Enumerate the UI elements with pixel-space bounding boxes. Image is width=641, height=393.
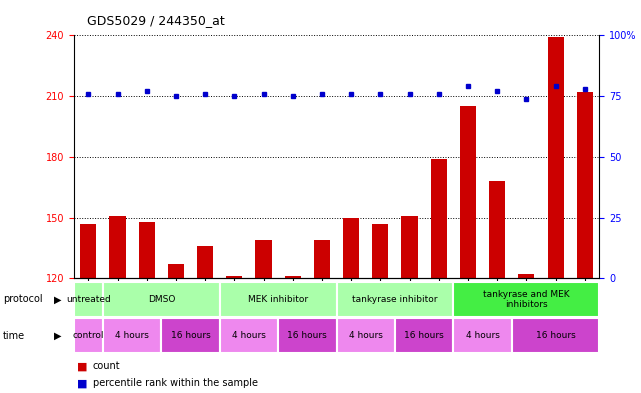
Bar xyxy=(162,318,220,353)
Bar xyxy=(138,222,154,278)
Text: 4 hours: 4 hours xyxy=(115,331,149,340)
Text: percentile rank within the sample: percentile rank within the sample xyxy=(93,378,258,388)
Text: 4 hours: 4 hours xyxy=(349,331,383,340)
Text: untreated: untreated xyxy=(66,295,111,304)
Bar xyxy=(577,92,593,278)
Text: time: time xyxy=(3,331,26,341)
Bar xyxy=(80,224,96,278)
Bar xyxy=(256,240,272,278)
Bar xyxy=(453,318,512,353)
Bar xyxy=(220,318,278,353)
Bar xyxy=(460,106,476,278)
Bar xyxy=(278,318,337,353)
Bar xyxy=(519,274,535,278)
Bar xyxy=(110,215,126,278)
Text: control: control xyxy=(72,331,104,340)
Bar xyxy=(285,276,301,278)
Bar xyxy=(337,318,395,353)
Text: 4 hours: 4 hours xyxy=(465,331,499,340)
Text: 4 hours: 4 hours xyxy=(232,331,266,340)
Text: 16 hours: 16 hours xyxy=(287,331,327,340)
Bar xyxy=(395,318,453,353)
Bar xyxy=(343,218,359,278)
Bar xyxy=(74,318,103,353)
Bar xyxy=(168,264,184,278)
Bar xyxy=(453,282,599,317)
Bar xyxy=(220,282,337,317)
Text: tankyrase and MEK
inhibitors: tankyrase and MEK inhibitors xyxy=(483,290,570,309)
Bar xyxy=(103,318,162,353)
Text: DMSO: DMSO xyxy=(147,295,175,304)
Text: ▶: ▶ xyxy=(54,331,62,341)
Text: ■: ■ xyxy=(77,378,87,388)
Text: 16 hours: 16 hours xyxy=(536,331,576,340)
Text: tankyrase inhibitor: tankyrase inhibitor xyxy=(352,295,438,304)
Bar xyxy=(226,276,242,278)
Text: ■: ■ xyxy=(77,361,87,371)
Bar xyxy=(401,215,417,278)
Text: GDS5029 / 244350_at: GDS5029 / 244350_at xyxy=(87,15,224,28)
Bar xyxy=(314,240,330,278)
Bar xyxy=(489,181,505,278)
Bar xyxy=(103,282,220,317)
Bar xyxy=(431,159,447,278)
Text: MEK inhibitor: MEK inhibitor xyxy=(248,295,308,304)
Text: 16 hours: 16 hours xyxy=(404,331,444,340)
Bar xyxy=(372,224,388,278)
Text: 16 hours: 16 hours xyxy=(171,331,210,340)
Bar xyxy=(337,282,453,317)
Text: ▶: ▶ xyxy=(54,294,62,305)
Bar xyxy=(197,246,213,278)
Text: protocol: protocol xyxy=(3,294,43,305)
Bar xyxy=(74,282,103,317)
Text: count: count xyxy=(93,361,121,371)
Bar xyxy=(547,37,563,278)
Bar xyxy=(512,318,599,353)
